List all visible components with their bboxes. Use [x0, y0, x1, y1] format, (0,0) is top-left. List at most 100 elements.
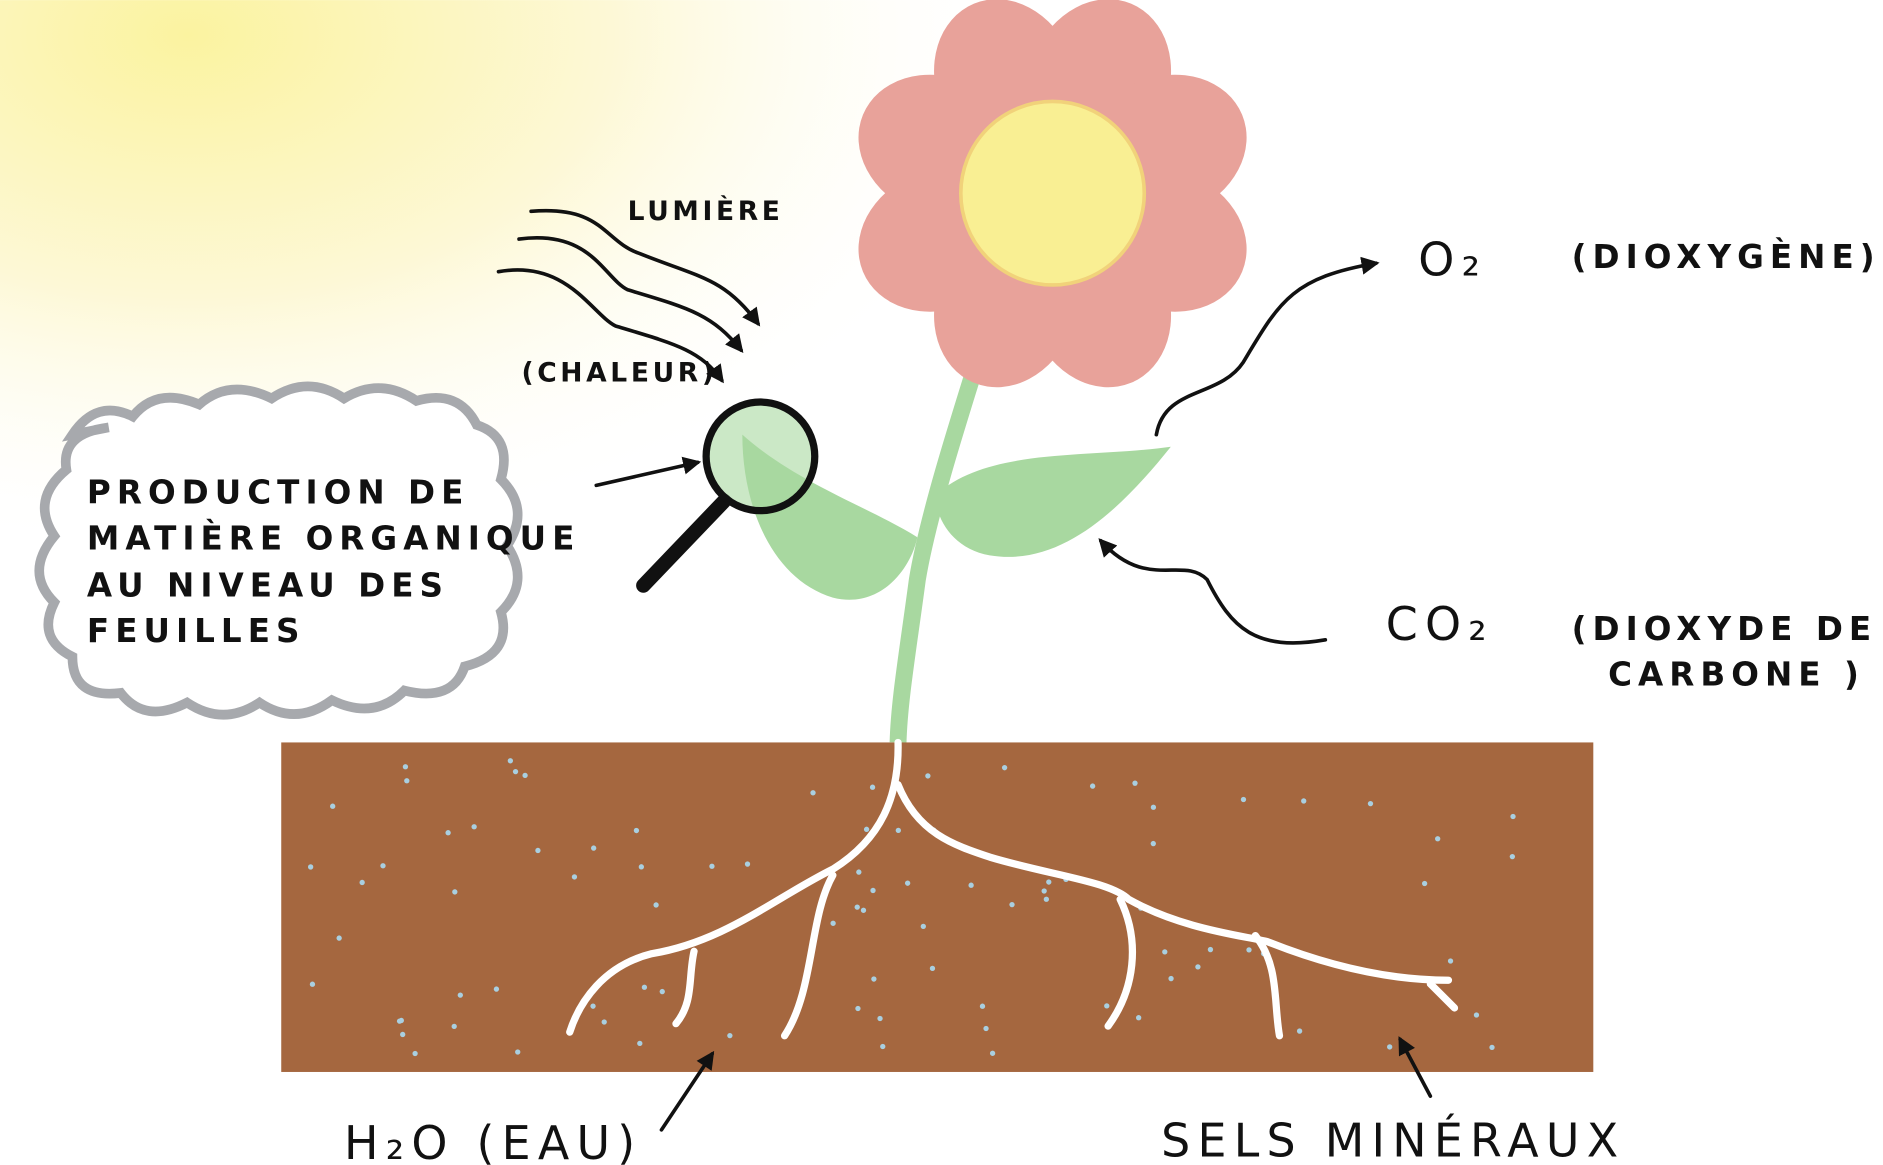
soil-dot [921, 924, 926, 929]
soil-dot [452, 889, 457, 894]
soil-dot [1510, 814, 1515, 819]
soil-dot [653, 902, 658, 907]
soil-dot [925, 773, 930, 778]
soil-dot [1104, 1003, 1109, 1008]
soil-dot [1489, 1045, 1494, 1050]
soil-dot [745, 861, 750, 866]
photosynthesis-diagram: LUMIÈRE (CHALEUR) PRODUCTION DE MATIÈRE … [0, 0, 1883, 1165]
soil-dot [864, 827, 869, 832]
soil-dot [590, 1004, 595, 1009]
soil-dot [452, 1024, 457, 1029]
soil-dot [1448, 958, 1453, 963]
soil-dot [445, 830, 450, 835]
bubble-text: MATIÈRE ORGANIQUE [87, 519, 581, 557]
soil-dot [1151, 841, 1156, 846]
soil-dot [1044, 897, 1049, 902]
soil-dot [1090, 783, 1095, 788]
co2-formula: CO₂ [1386, 597, 1494, 651]
soil-dot [403, 764, 408, 769]
co2-name: CARBONE ) [1608, 656, 1865, 694]
soil-dot [810, 790, 815, 795]
soil-dot [855, 904, 860, 909]
soil-dot [330, 804, 335, 809]
page: LUMIÈRE (CHALEUR) PRODUCTION DE MATIÈRE … [0, 0, 1883, 1165]
soil-dot [1195, 964, 1200, 969]
soil-dot [990, 1051, 995, 1056]
soil-dot [1046, 879, 1051, 884]
soil-dot [639, 864, 644, 869]
soil-dot [905, 881, 910, 886]
soil-dot [535, 848, 540, 853]
soil-dot [861, 908, 866, 913]
soil-dot [400, 1032, 405, 1037]
soil-dot [877, 1016, 882, 1021]
soil-dot [404, 778, 409, 783]
soil-dot [880, 1044, 885, 1049]
soil-dot [727, 1033, 732, 1038]
soil-dot [336, 935, 341, 940]
soil-dot [412, 1051, 417, 1056]
flower-center [961, 101, 1144, 284]
soil-dot [870, 785, 875, 790]
soil-dot [513, 769, 518, 774]
soil-dot [1241, 797, 1246, 802]
light-label: LUMIÈRE [628, 195, 784, 227]
minerals-label: SELS MINÉRAUX [1161, 1113, 1625, 1165]
soil-dot [308, 864, 313, 869]
soil-dot [1368, 801, 1373, 806]
bubble-text: PRODUCTION DE [87, 473, 469, 511]
soil-dot [508, 758, 513, 763]
soil-dot [1136, 1015, 1141, 1020]
soil-dot [1168, 976, 1173, 981]
soil-dot [471, 824, 476, 829]
soil-dot [871, 976, 876, 981]
soil-dot [458, 992, 463, 997]
soil-dot [1387, 1044, 1392, 1049]
heat-label: (CHALEUR) [521, 358, 717, 389]
soil-dot [602, 1019, 607, 1024]
soil-dot [591, 845, 596, 850]
o2-formula: O₂ [1418, 232, 1487, 286]
soil-dot [1297, 1028, 1302, 1033]
soil-dot [360, 880, 365, 885]
soil-dot [1510, 854, 1515, 859]
soil-dot [983, 1026, 988, 1031]
soil-dot [930, 966, 935, 971]
soil-dot [522, 773, 527, 778]
soil-dot [637, 1041, 642, 1046]
soil-dot [1162, 949, 1167, 954]
soil-dot [856, 869, 861, 874]
soil-dot [1301, 798, 1306, 803]
soil-dot [1435, 836, 1440, 841]
soil-dot [1422, 881, 1427, 886]
soil-dot [1009, 902, 1014, 907]
bubble-text: FEUILLES [87, 612, 306, 650]
soil-dot [572, 874, 577, 879]
soil [281, 742, 1593, 1072]
soil-dot [1208, 947, 1213, 952]
soil-dot [494, 986, 499, 991]
soil-dot [830, 921, 835, 926]
co2-name: (DIOXYDE DE [1572, 610, 1878, 648]
soil-dot [709, 864, 714, 869]
soil-dot [870, 888, 875, 893]
bubble-text: AU NIVEAU DES [87, 566, 449, 604]
soil-dot [968, 883, 973, 888]
soil-dot [397, 1018, 402, 1023]
soil-dot [642, 985, 647, 990]
soil-dot [980, 1004, 985, 1009]
soil-dot [1042, 888, 1047, 893]
water-label: H₂O (EAU) [344, 1116, 642, 1165]
soil-dot [1132, 781, 1137, 786]
soil-dot [634, 828, 639, 833]
soil-dot [1246, 947, 1251, 952]
soil-dot [1151, 805, 1156, 810]
soil-dot [310, 982, 315, 987]
soil-dot [1002, 765, 1007, 770]
soil-dot [896, 828, 901, 833]
soil-dot [1474, 1012, 1479, 1017]
soil-dot [855, 1006, 860, 1011]
soil-dot [380, 863, 385, 868]
magnifier-lens [706, 402, 815, 511]
o2-name: (DIOXYGÈNE) [1572, 238, 1881, 276]
